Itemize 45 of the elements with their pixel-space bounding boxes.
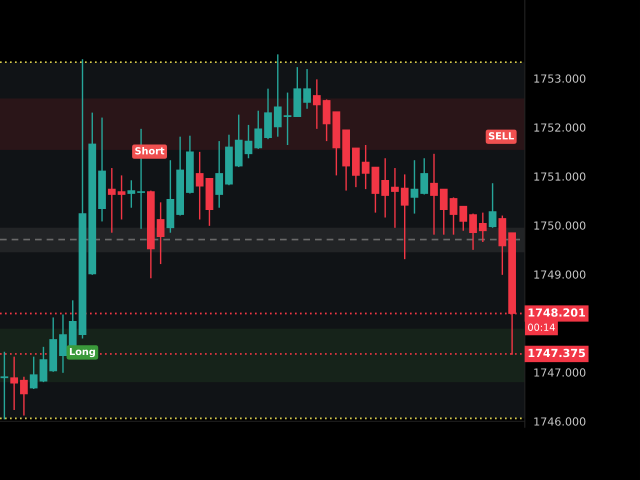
ref-line-label: 1748.201 xyxy=(528,308,585,317)
candlestick xyxy=(488,182,496,228)
candlestick xyxy=(108,167,116,234)
candlestick xyxy=(196,151,204,220)
y-tick-label: 1749.000 xyxy=(534,270,586,279)
candlestick xyxy=(0,351,8,420)
candlestick xyxy=(400,174,409,260)
annotation: SELL xyxy=(488,132,514,140)
ref-line-label: 1747.375 xyxy=(528,348,585,358)
candlestick xyxy=(391,167,399,228)
candlestick xyxy=(459,206,468,232)
candlestick xyxy=(244,124,252,159)
candlestick xyxy=(469,212,477,251)
candlestick xyxy=(322,98,330,142)
candlestick xyxy=(381,158,390,218)
candlestick xyxy=(59,314,67,374)
candlestick xyxy=(312,78,321,130)
candlestick xyxy=(156,202,164,265)
candlestick xyxy=(420,158,428,196)
y-tick-label: 1752.000 xyxy=(534,123,586,132)
candlestick xyxy=(478,212,487,243)
candlestick xyxy=(274,54,282,138)
candlestick xyxy=(10,356,18,411)
annotation: Long xyxy=(70,348,95,358)
candlestick xyxy=(410,160,418,214)
candlestick xyxy=(254,110,262,150)
candlestick xyxy=(20,376,28,416)
candlestick xyxy=(303,68,311,110)
candlestick xyxy=(362,144,370,190)
y-tick-label: 1746.000 xyxy=(534,417,586,426)
y-tick-label: 1747.000 xyxy=(534,368,586,377)
candlestick xyxy=(118,174,126,220)
candlestick xyxy=(127,180,136,208)
y-tick-label: 1753.000 xyxy=(534,74,586,83)
text: 00:14 xyxy=(528,324,555,331)
candlestick xyxy=(215,140,224,208)
candlestick xyxy=(440,188,448,236)
y-tick-label: 1751.000 xyxy=(534,172,586,181)
candlestick xyxy=(450,196,458,236)
candlestick xyxy=(30,356,38,390)
candlestick xyxy=(284,92,292,146)
candlestick xyxy=(40,346,48,383)
y-tick-label: 1750.000 xyxy=(534,221,586,230)
candlestick xyxy=(430,153,438,236)
annotation: Short xyxy=(135,146,164,154)
